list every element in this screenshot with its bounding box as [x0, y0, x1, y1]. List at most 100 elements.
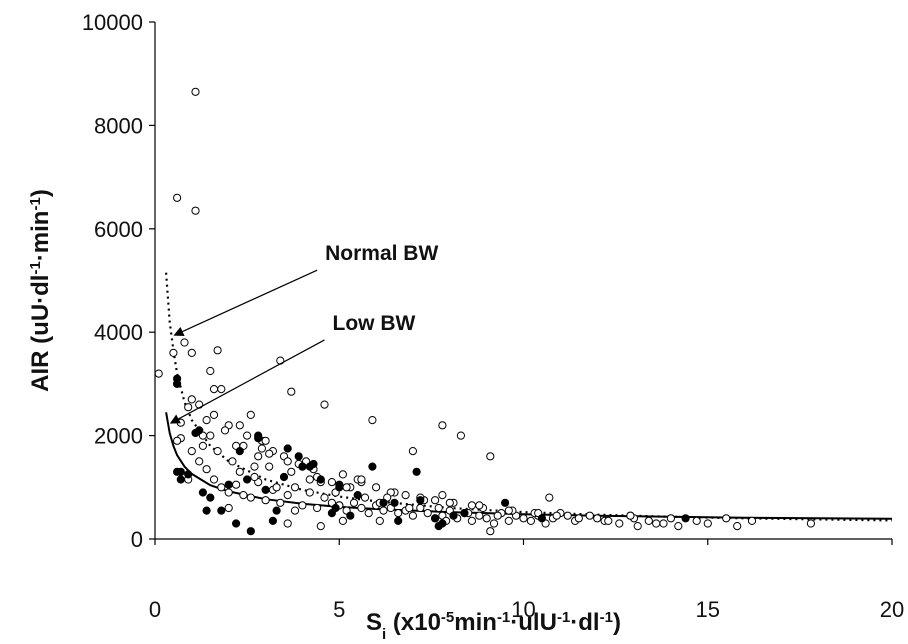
- normal-bw-point: [674, 522, 683, 531]
- low-bw-point: [254, 431, 263, 440]
- normal-bw-point: [250, 472, 259, 482]
- annotations: Normal BW Low BW: [169, 242, 438, 424]
- normal-bw-point: [379, 506, 388, 515]
- annotation-low-bw-label: Low BW: [333, 312, 416, 335]
- normal-bw-point: [401, 491, 410, 500]
- low-bw-point: [298, 462, 307, 471]
- normal-bw-point: [615, 519, 624, 528]
- normal-bw-point: [375, 516, 384, 526]
- low-bw-point: [294, 452, 303, 461]
- low-bw-fit-curve: [165, 412, 893, 520]
- normal-bw-point: [585, 511, 594, 520]
- normal-bw-point: [184, 403, 193, 412]
- normal-bw-point: [217, 483, 226, 492]
- normal-bw-point: [261, 436, 270, 445]
- normal-bw-point: [265, 449, 274, 458]
- low-bw-point: [335, 480, 344, 489]
- low-bw-point: [309, 459, 318, 469]
- low-bw-point: [198, 488, 207, 497]
- normal-bw-point: [316, 522, 325, 531]
- x-tick-label: 20: [880, 597, 904, 622]
- low-bw-point: [206, 493, 215, 502]
- normal-bw-point: [416, 503, 425, 513]
- x-tick-label: 0: [149, 597, 161, 622]
- normal-bw-point: [357, 475, 366, 484]
- normal-bw-point: [173, 436, 182, 445]
- low-bw-point: [412, 467, 421, 476]
- normal-bw-point: [261, 496, 270, 505]
- normal-bw-point: [431, 496, 440, 505]
- normal-bw-point: [202, 416, 211, 425]
- normal-bw-point: [504, 506, 513, 515]
- normal-bw-point: [313, 503, 322, 513]
- normal-bw-point: [224, 488, 233, 497]
- normal-bw-point: [475, 501, 484, 510]
- y-tick-label: 8000: [94, 113, 143, 138]
- normal-bw-point: [246, 410, 255, 419]
- normal-bw-point: [644, 516, 653, 526]
- normal-bw-point: [652, 519, 661, 528]
- low-bw-point: [268, 516, 277, 526]
- normal-bw-point: [486, 452, 495, 461]
- low-bw-point: [243, 475, 252, 484]
- normal-bw-point: [176, 418, 185, 427]
- low-bw-point: [184, 470, 193, 479]
- normal-bw-point: [493, 511, 502, 520]
- low-bw-point: [537, 514, 547, 523]
- normal-bw-point: [243, 431, 252, 440]
- normal-bw-point: [360, 493, 370, 502]
- low-bw-point: [681, 514, 690, 523]
- y-tick-label: 2000: [94, 424, 143, 449]
- normal-bw-point: [220, 426, 230, 435]
- normal-bw-point: [408, 447, 417, 456]
- normal-bw-point: [342, 483, 351, 492]
- normal-bw-point: [438, 421, 447, 430]
- low-bw-point: [316, 475, 325, 484]
- normal-bw-point: [287, 387, 296, 396]
- normal-bw-point: [272, 483, 281, 492]
- normal-bw-point: [486, 527, 495, 536]
- normal-bw-point: [633, 522, 642, 531]
- normal-bw-fit-curve: [165, 272, 893, 522]
- y-tick-label: 0: [131, 527, 143, 552]
- low-bw-point: [279, 472, 289, 482]
- normal-bw-point: [467, 501, 476, 510]
- low-bw-point: [431, 514, 440, 523]
- low-bw-point: [368, 462, 377, 471]
- normal-bw-point: [574, 514, 583, 523]
- normal-bw-point: [224, 503, 233, 513]
- low-bw-point: [438, 519, 447, 528]
- normal-bw-point: [265, 462, 274, 471]
- normal-bw-point: [526, 516, 536, 526]
- normal-bw-point: [394, 508, 403, 518]
- normal-bw-point: [552, 511, 561, 520]
- normal-bw-point: [438, 491, 447, 500]
- low-bw-point: [235, 447, 244, 456]
- normal-bw-point: [357, 503, 366, 513]
- low-bw-point: [173, 379, 182, 388]
- normal-bw-point: [235, 421, 244, 430]
- normal-bw-point: [180, 338, 189, 347]
- low-bw-point: [261, 485, 270, 494]
- normal-bw-point: [405, 503, 414, 513]
- low-bw-point: [501, 498, 510, 507]
- normal-bw-point: [338, 470, 347, 479]
- normal-bw-point: [209, 410, 219, 419]
- normal-bw-point: [290, 483, 300, 492]
- low-bw-point: [202, 506, 211, 515]
- normal-bw-point: [545, 493, 554, 502]
- normal-bw-point: [519, 514, 528, 523]
- normal-bw-point: [722, 514, 731, 523]
- normal-bw-point: [187, 447, 196, 456]
- normal-bw-point: [191, 206, 200, 215]
- low-bw-point: [460, 508, 469, 518]
- normal-bw-point: [235, 467, 244, 476]
- low-bw-point: [176, 475, 185, 484]
- normal-bw-point: [475, 511, 484, 520]
- normal-bw-point: [202, 465, 211, 474]
- y-tick-label: 4000: [94, 320, 143, 345]
- y-axis-title: AIR (uU·dl-1·min-1): [27, 189, 55, 392]
- low-bw-point: [346, 511, 355, 520]
- normal-bw-point: [290, 506, 300, 515]
